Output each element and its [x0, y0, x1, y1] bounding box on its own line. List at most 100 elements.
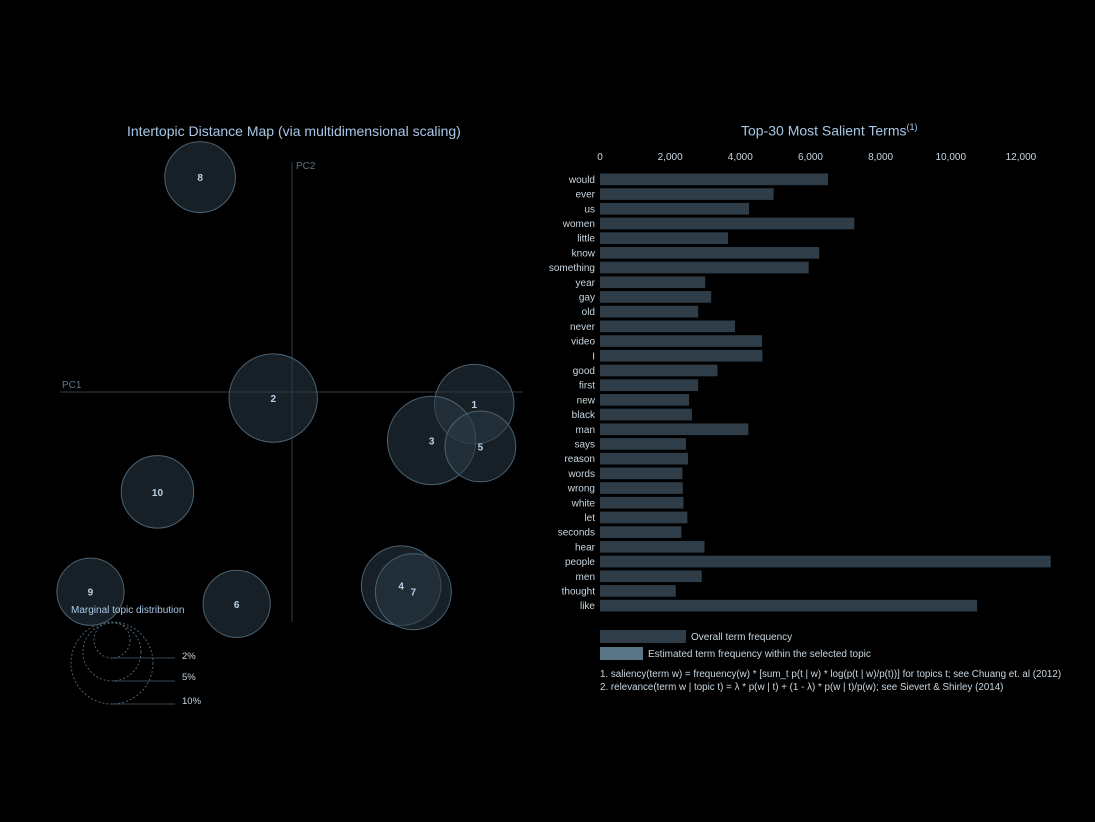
marginal-label-5pct: 5% [182, 672, 196, 683]
topic-label-6: 6 [234, 600, 240, 611]
x-tick-label: 12,000 [1006, 152, 1037, 163]
topic-circle-7[interactable] [374, 553, 452, 631]
term-label[interactable]: hear [575, 542, 596, 553]
term-label[interactable]: words [567, 469, 595, 480]
term-label[interactable]: people [565, 557, 595, 568]
bar-thought[interactable] [600, 585, 676, 597]
term-label[interactable]: video [571, 337, 595, 348]
bar-good[interactable] [600, 364, 718, 377]
term-label[interactable]: year [576, 278, 596, 289]
term-label[interactable]: new [577, 395, 596, 406]
bar-old[interactable] [600, 305, 699, 318]
bar-white[interactable] [600, 496, 684, 509]
bar-let[interactable] [600, 511, 688, 524]
bar-would[interactable] [600, 173, 828, 186]
bar-us[interactable] [600, 202, 750, 215]
footnote-saliency: 1. saliency(term w) = frequency(w) * [su… [600, 669, 1061, 680]
bar-never[interactable] [600, 320, 736, 333]
salient-terms-title-footnote: (1) [906, 122, 918, 132]
term-label[interactable]: first [579, 381, 595, 392]
term-label[interactable]: I [592, 351, 595, 362]
topic-label-2: 2 [270, 394, 276, 405]
term-label[interactable]: white [571, 498, 596, 509]
topic-label-10: 10 [152, 488, 164, 499]
topic-circle-2[interactable] [228, 353, 318, 443]
bar-like[interactable] [600, 599, 978, 612]
bar-women[interactable] [600, 217, 855, 230]
bar-words[interactable] [600, 467, 683, 480]
term-label[interactable]: seconds [558, 528, 595, 539]
bar-man[interactable] [600, 423, 749, 436]
legend-estimated-label: Estimated term frequency within the sele… [648, 649, 871, 660]
marginal-circle-5pct [82, 622, 142, 682]
bar-reason[interactable] [600, 452, 689, 465]
topic-label-7: 7 [411, 588, 417, 599]
term-label[interactable]: men [576, 572, 595, 583]
term-label[interactable]: something [549, 263, 595, 274]
x-tick-label: 10,000 [935, 152, 966, 163]
term-label[interactable]: us [584, 204, 595, 215]
topic-label-3: 3 [429, 436, 435, 447]
topic-circle-10[interactable] [120, 455, 195, 529]
bar-little[interactable] [600, 232, 729, 244]
topic-label-4: 4 [398, 582, 404, 593]
legend-overall-label: Overall term frequency [691, 632, 792, 643]
x-tick-label: 6,000 [798, 152, 823, 163]
term-label[interactable]: let [584, 513, 595, 524]
term-label[interactable]: wrong [567, 484, 595, 495]
bar-ever[interactable] [600, 188, 774, 200]
term-label[interactable]: ever [576, 190, 596, 201]
term-label[interactable]: good [573, 366, 595, 377]
term-label[interactable]: little [577, 234, 595, 245]
bar-seconds[interactable] [600, 526, 682, 538]
legend-overall-swatch [600, 630, 686, 643]
bar-know[interactable] [600, 247, 820, 259]
topic-label-1: 1 [471, 400, 477, 411]
pc1-axis-label: PC1 [62, 380, 82, 391]
term-label[interactable]: old [582, 307, 595, 318]
term-label[interactable]: women [562, 219, 595, 230]
term-label[interactable]: never [570, 322, 596, 333]
footnote-relevance: 2. relevance(term w | topic t) = λ * p(w… [600, 682, 1003, 693]
term-label[interactable]: man [576, 425, 595, 436]
bar-wrong[interactable] [600, 482, 683, 494]
marginal-circle-2pct [93, 621, 131, 659]
bar-first[interactable] [600, 379, 699, 391]
bar-video[interactable] [600, 335, 763, 347]
bar-men[interactable] [600, 570, 702, 583]
bar-says[interactable] [600, 438, 686, 450]
topic-circle-8[interactable] [164, 141, 236, 213]
salient-terms-title: Top-30 Most Salient Terms(1) [741, 122, 917, 139]
term-label[interactable]: like [580, 601, 595, 612]
marginal-topic-legend: Marginal topic distribution 2% 5% 10% [70, 605, 202, 707]
marginal-circle-10pct [70, 621, 154, 705]
bar-year[interactable] [600, 276, 706, 289]
bar-something[interactable] [600, 261, 809, 274]
term-label[interactable]: gay [579, 292, 595, 303]
term-label[interactable]: know [572, 248, 596, 259]
bar-hear[interactable] [600, 541, 705, 553]
bar-gay[interactable] [600, 291, 712, 303]
topic-circle-5[interactable] [444, 410, 517, 483]
bar-new[interactable] [600, 394, 690, 406]
bar-people[interactable] [600, 555, 1051, 568]
bar-I[interactable] [600, 349, 763, 362]
topic-label-5: 5 [478, 442, 484, 453]
x-tick-label: 0 [597, 152, 603, 163]
term-label[interactable]: says [574, 439, 595, 450]
topic-label-9: 9 [88, 588, 94, 599]
x-tick-label: 4,000 [728, 152, 753, 163]
term-label[interactable]: black [572, 410, 596, 421]
topic-label-8: 8 [197, 173, 203, 184]
salient-terms-bar-chart: 0 2,000 4,000 6,000 8,000 10,000 12,000 would e… [549, 152, 1051, 612]
topic-circle-9[interactable] [56, 557, 125, 626]
term-label[interactable]: reason [564, 454, 595, 465]
term-label[interactable]: would [568, 175, 595, 186]
topic-circle-6[interactable] [202, 569, 271, 638]
intertopic-map-title: Intertopic Distance Map (via multidimens… [127, 123, 461, 139]
term-label[interactable]: thought [562, 586, 596, 597]
bar-black[interactable] [600, 408, 692, 421]
marginal-legend-title: Marginal topic distribution [71, 605, 184, 616]
